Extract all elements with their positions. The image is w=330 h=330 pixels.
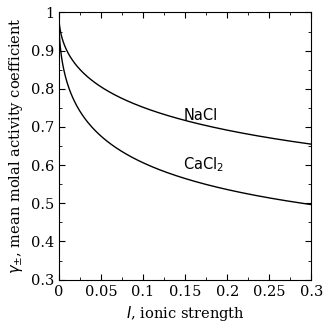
Y-axis label: $\gamma_{\pm}$, mean molal activity coefficient: $\gamma_{\pm}$, mean molal activity coef… [7, 18, 25, 275]
Text: NaCl: NaCl [183, 108, 217, 123]
Text: CaCl$_2$: CaCl$_2$ [183, 156, 224, 175]
X-axis label: $I$, ionic strength: $I$, ionic strength [126, 304, 245, 323]
